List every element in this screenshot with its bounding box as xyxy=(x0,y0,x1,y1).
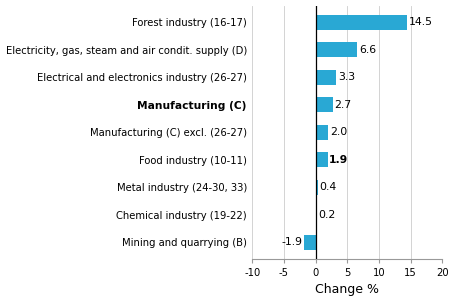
Bar xyxy=(316,14,407,30)
Text: 3.3: 3.3 xyxy=(338,72,355,82)
Text: 14.5: 14.5 xyxy=(409,17,433,27)
Bar xyxy=(316,180,318,195)
Bar xyxy=(304,235,316,250)
Bar xyxy=(316,42,357,57)
Text: 2.7: 2.7 xyxy=(334,100,351,110)
Text: 6.6: 6.6 xyxy=(359,45,376,55)
Bar xyxy=(316,69,336,85)
Text: 0.4: 0.4 xyxy=(320,182,337,192)
Bar xyxy=(316,125,328,140)
Text: 1.9: 1.9 xyxy=(329,155,349,165)
Text: 2.0: 2.0 xyxy=(330,127,347,137)
Bar xyxy=(316,97,333,112)
Bar xyxy=(316,152,328,167)
Text: 0.2: 0.2 xyxy=(318,210,336,220)
Bar xyxy=(316,207,317,222)
Text: -1.9: -1.9 xyxy=(281,237,302,247)
X-axis label: Change %: Change % xyxy=(315,284,379,297)
